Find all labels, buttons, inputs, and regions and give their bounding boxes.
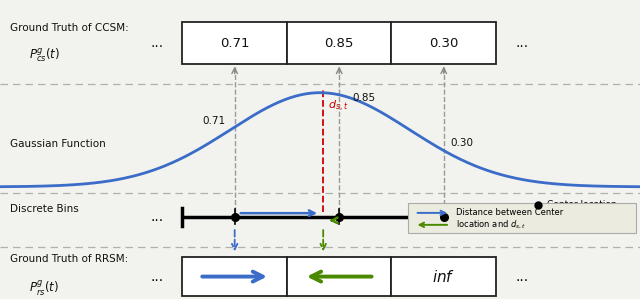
Bar bbox=[287, 22, 392, 64]
Text: Center location: Center location bbox=[547, 200, 617, 209]
Bar bbox=[392, 22, 496, 64]
Text: ...: ... bbox=[150, 36, 163, 50]
Text: $P_{cs}^{g}(t)$: $P_{cs}^{g}(t)$ bbox=[29, 47, 60, 64]
Text: 0.30: 0.30 bbox=[450, 138, 473, 148]
Text: 0.85: 0.85 bbox=[324, 37, 354, 50]
Text: 0.85: 0.85 bbox=[352, 93, 375, 103]
Text: ...: ... bbox=[150, 270, 163, 283]
Bar bbox=[182, 257, 287, 296]
Text: ...: ... bbox=[515, 36, 528, 50]
Text: Gaussian Function: Gaussian Function bbox=[10, 138, 106, 149]
Text: $d_{s,t}$: $d_{s,t}$ bbox=[328, 99, 348, 114]
Text: 0.71: 0.71 bbox=[220, 37, 250, 50]
Text: 0.30: 0.30 bbox=[429, 37, 458, 50]
Bar bbox=[287, 257, 392, 296]
Text: Ground Truth of CCSM:: Ground Truth of CCSM: bbox=[10, 23, 129, 33]
Text: Discrete Bins: Discrete Bins bbox=[10, 204, 78, 214]
Bar bbox=[392, 257, 496, 296]
Text: ...: ... bbox=[515, 210, 528, 224]
Bar bbox=[408, 203, 636, 233]
Text: Ground Truth of RRSM:: Ground Truth of RRSM: bbox=[10, 254, 128, 264]
Text: 0.71: 0.71 bbox=[202, 115, 225, 126]
Text: $inf$: $inf$ bbox=[432, 269, 455, 285]
Text: location and $d_{s,t}$: location and $d_{s,t}$ bbox=[456, 219, 527, 231]
Text: $P_{rs}^{g}(t)$: $P_{rs}^{g}(t)$ bbox=[29, 279, 59, 298]
Bar bbox=[182, 22, 287, 64]
Text: ...: ... bbox=[150, 210, 163, 224]
Text: ...: ... bbox=[515, 270, 528, 283]
Text: Distance between Center: Distance between Center bbox=[456, 208, 564, 217]
